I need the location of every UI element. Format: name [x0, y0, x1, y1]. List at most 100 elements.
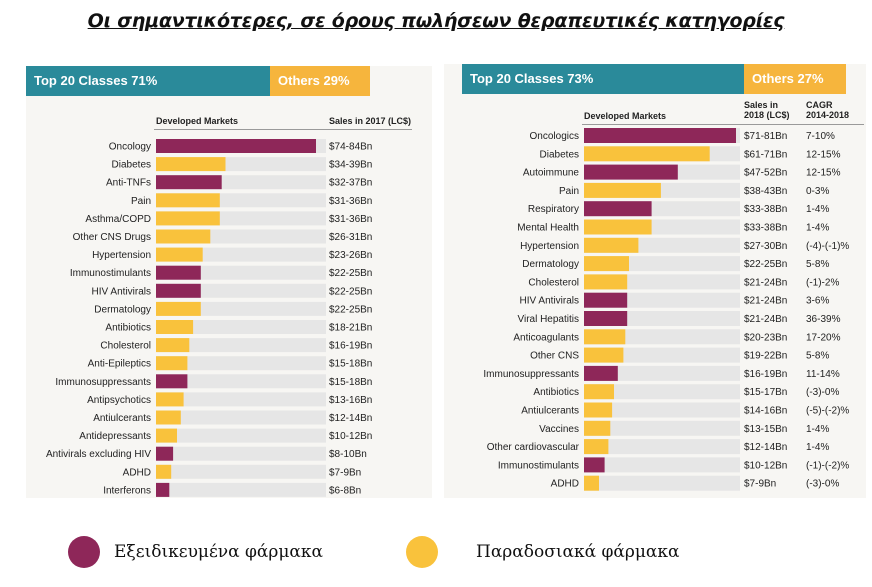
page-title: Οι σημαντικότερες, σε όρους πωλήσεων θερ… [87, 10, 785, 32]
header-sales-line2: 2018 (LC$) [744, 110, 790, 120]
sales-label: $27-30Bn [744, 241, 787, 252]
sales-label: $12-14Bn [744, 442, 787, 453]
category-label: ADHD [123, 467, 151, 478]
bar-anti-tnfs [156, 175, 222, 190]
category-label: Oncologics [530, 131, 579, 142]
bar-track [156, 428, 326, 443]
category-label: Immunostimulants [70, 268, 151, 279]
sales-label: $33-38Bn [744, 223, 787, 234]
bar-track [584, 457, 740, 473]
bar-track [584, 420, 740, 436]
category-label: Antiulcerants [521, 406, 579, 417]
header-developed-markets: Developed Markets [584, 111, 667, 121]
bar-antibiotics [584, 384, 614, 400]
sales-label: $16-19Bn [744, 369, 787, 380]
sales-label: $31-36Bn [329, 214, 372, 225]
cagr-label: (-4)-(-1)% [806, 241, 849, 252]
header-sales-line1: Sales in [744, 100, 779, 110]
sales-label: $74-84Bn [329, 142, 372, 153]
cagr-label: 1-4% [806, 424, 829, 435]
bar-antiulcerants [156, 410, 181, 425]
category-label: Diabetes [112, 160, 151, 171]
bar-oncology [156, 139, 316, 153]
sales-label: $21-24Bn [744, 277, 787, 288]
sales-label: $26-31Bn [329, 232, 372, 243]
category-label: Anticoagulants [513, 332, 579, 343]
category-label: Antibiotics [533, 387, 579, 398]
bar-hiv-antivirals [584, 292, 628, 308]
cagr-label: (-1)-2% [806, 277, 839, 288]
sales-label: $18-21Bn [329, 323, 372, 334]
sales-label: $19-22Bn [744, 351, 787, 362]
category-label: Diabetes [540, 149, 579, 160]
cagr-label: (-1)-(-2)% [806, 460, 849, 471]
sales-label: $16-19Bn [329, 341, 372, 352]
category-label: Antiulcerants [93, 413, 151, 424]
bar-viral-hepatitis [584, 311, 628, 326]
bar-dermatology [584, 256, 629, 272]
legend-label-traditional: Παραδοσιακά φάρμακα [476, 542, 680, 562]
category-label: Other CNS Drugs [73, 232, 151, 243]
bar-track [156, 338, 326, 353]
category-label: Immunosuppressants [483, 369, 579, 380]
bar-oncologics [584, 128, 736, 143]
bar-vaccines [584, 420, 611, 436]
category-label: Cholesterol [100, 341, 151, 352]
sales-label: $31-36Bn [329, 196, 372, 207]
category-label: Respiratory [528, 204, 579, 215]
bar-chart-2017: Oncology $74-84Bn Diabetes $34-39Bn Anti-TNF… [46, 139, 372, 497]
bar-track [156, 356, 326, 371]
top20-share-segment: Top 20 Classes 71% [26, 66, 270, 96]
bar-antipsychotics [156, 392, 184, 407]
bar-other-cns-drugs [156, 229, 211, 244]
bar-track [584, 402, 740, 418]
sales-label: $10-12Bn [329, 431, 372, 442]
category-label: Anti-TNFs [106, 178, 151, 189]
bar-track [156, 374, 326, 389]
sales-label: $15-18Bn [329, 359, 372, 370]
bar-antivirals-excluding-hiv [156, 446, 174, 461]
sales-label: $33-38Bn [744, 204, 787, 215]
bar-track [584, 439, 740, 455]
category-label: Other CNS [530, 351, 579, 362]
cagr-label: 5-8% [806, 351, 829, 362]
sales-label: $22-25Bn [329, 304, 372, 315]
bar-immunostimulants [156, 265, 201, 280]
header-cagr: CAGR 2014-2018 [806, 100, 849, 120]
category-label: Hypertension [92, 250, 151, 261]
sales-label: $23-26Bn [329, 250, 372, 261]
category-label: Immunostimulants [498, 460, 579, 471]
bar-track [156, 320, 326, 334]
sales-label: $34-39Bn [329, 160, 372, 171]
cagr-label: 12-15% [806, 149, 841, 160]
sales-label: $20-23Bn [744, 332, 787, 343]
category-label: Asthma/COPD [85, 214, 151, 225]
legend-label-specialty: Εξειδικευμένα φάρμακα [114, 542, 323, 562]
bar-hypertension [584, 237, 639, 253]
bar-track [584, 475, 740, 491]
cagr-label: 0-3% [806, 186, 829, 197]
bar-immunosuppressants [156, 374, 188, 389]
specialty-swatch [68, 536, 100, 568]
sales-label: $13-15Bn [744, 424, 787, 435]
cagr-label: 5-8% [806, 259, 829, 270]
sales-label: $15-18Bn [329, 377, 372, 388]
bar-track [156, 464, 326, 479]
sales-label: $12-14Bn [329, 413, 372, 424]
bar-mental-health [584, 219, 652, 235]
bar-other-cns [584, 347, 624, 363]
category-label: Vaccines [539, 424, 579, 435]
cagr-label: 36-39% [806, 314, 841, 325]
cagr-label: 1-4% [806, 223, 829, 234]
sales-label: $21-24Bn [744, 296, 787, 307]
category-label: HIV Antivirals [520, 296, 579, 307]
bar-antibiotics [156, 320, 194, 334]
cagr-label: 12-15% [806, 168, 841, 179]
others-share-segment: Others 27% [744, 64, 846, 94]
bar-antiulcerants [584, 402, 613, 418]
bar-diabetes [156, 157, 226, 172]
sales-label: $6-8Bn [329, 485, 361, 496]
header-cagr-line1: CAGR [806, 100, 833, 110]
bar-asthma-copd [156, 211, 220, 226]
category-label: Interferons [103, 485, 151, 496]
